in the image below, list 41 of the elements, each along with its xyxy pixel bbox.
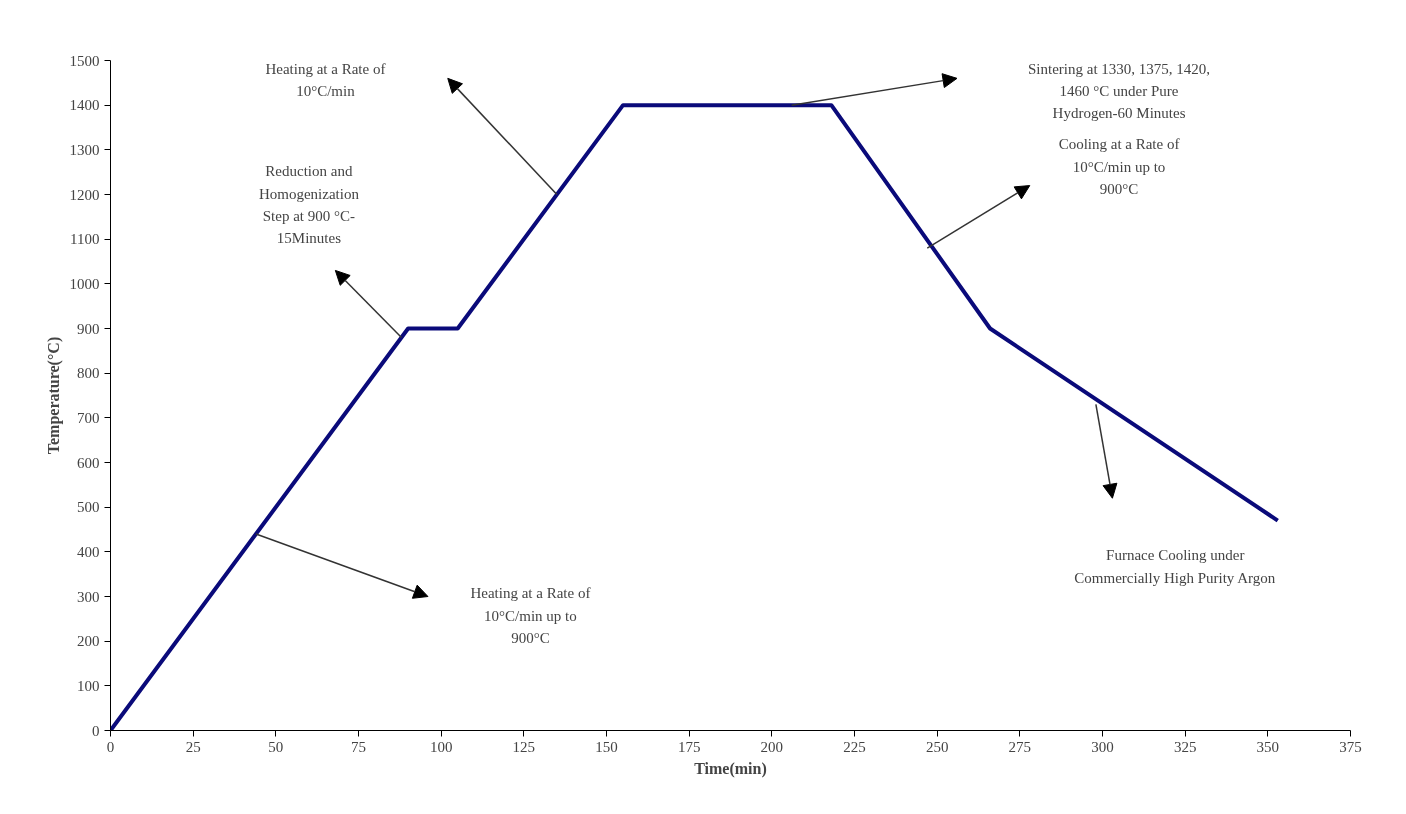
x-axis-title: Time(min) <box>694 759 767 778</box>
x-tick-label: 225 <box>843 738 866 755</box>
x-tick-label: 350 <box>1256 738 1280 755</box>
x-tick-label: 125 <box>512 738 536 755</box>
y-tick-label: 1000 <box>69 275 100 292</box>
y-tick-label: 0 <box>92 722 100 739</box>
y-tick-label: 1500 <box>69 52 100 69</box>
x-tick-label: 25 <box>185 738 201 755</box>
y-tick-label: 100 <box>77 677 100 694</box>
y-tick-label: 300 <box>77 588 100 605</box>
line-series <box>110 103 1280 731</box>
annotation: Reduction and Homogenization Step at 900 °C- 15Minutes <box>258 163 360 247</box>
x-tick-label: 0 <box>106 738 115 755</box>
x-tick-label: 300 <box>1091 738 1114 755</box>
y-tick-label: 1200 <box>69 186 100 203</box>
y-tick-label: 800 <box>77 365 100 382</box>
y-tick-label: 900 <box>77 320 100 337</box>
x-tick-label: 250 <box>925 738 949 755</box>
annotation: Heating at a Rate of 10°C/min <box>265 60 386 99</box>
y-tick-label: 600 <box>77 454 100 471</box>
y-tick-label: 400 <box>77 543 100 560</box>
x-tick-label: 200 <box>760 738 784 755</box>
annotation: Sintering at 1330, 1375, 1420, 1460 °C under Pure Hydrogen-60 Minutes <box>1028 60 1211 122</box>
y-tick-label: 500 <box>77 499 100 516</box>
x-tick-label: 75 <box>351 738 366 755</box>
x-tick-label: 50 <box>268 738 284 755</box>
y-tick-label: 200 <box>77 633 100 650</box>
y-tick-label: 700 <box>77 409 100 426</box>
x-tick-label: 100 <box>429 738 453 755</box>
x-tick-label: 375 <box>1339 738 1362 755</box>
y-tick-label: 1100 <box>70 231 100 248</box>
y-axis-title: Temperature(°C) <box>44 336 63 455</box>
y-tick-label: 1400 <box>69 97 100 114</box>
x-tick-label: 175 <box>677 738 701 755</box>
x-tick-label: 275 <box>1008 738 1032 755</box>
y-tick-label: 1300 <box>69 141 100 158</box>
annotation: Furnace Cooling under Commercially High Purity Argon <box>1074 547 1276 586</box>
x-tick-label: 325 <box>1173 738 1197 755</box>
annotation: Cooling at a Rate of 10°C/min up to 900°C <box>1058 136 1180 198</box>
x-tick-label: 150 <box>595 738 618 755</box>
annotation: Heating at a Rate of 10°C/min up to 900°C <box>470 585 591 647</box>
